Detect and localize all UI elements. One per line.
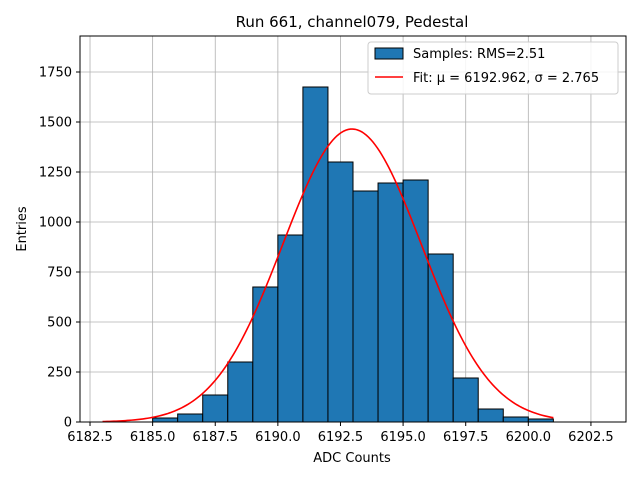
y-tick-label: 1000	[39, 216, 72, 231]
histogram-bar	[452, 377, 479, 423]
histogram-bar	[377, 182, 404, 423]
histogram-bar	[302, 86, 329, 423]
y-tick-label: 0	[64, 416, 72, 431]
x-tick-label: 6195.0	[380, 430, 426, 445]
x-tick-label: 6192.5	[318, 430, 364, 445]
y-tick-label: 750	[47, 266, 72, 281]
histogram-bar	[327, 161, 354, 423]
y-tick-label: 250	[47, 366, 72, 381]
histogram-bar	[177, 413, 204, 423]
histogram-bar	[152, 417, 179, 423]
y-tick-label: 1500	[39, 116, 72, 131]
y-tick-label: 1750	[39, 66, 72, 81]
x-tick-label: 6185.0	[130, 430, 176, 445]
histogram-bar	[352, 190, 379, 423]
fit-curve	[102, 128, 554, 423]
legend: Samples: RMS=2.51 Fit: μ = 6192.962, σ =…	[367, 41, 619, 95]
y-tick-label: 1250	[39, 166, 72, 181]
histogram-bars	[152, 86, 554, 423]
legend-samples-label: Samples: RMS=2.51	[413, 47, 545, 62]
histogram-bar	[202, 394, 229, 423]
y-axis-ticks: 0 250 500 750 1000 1250 1500 1750	[39, 66, 80, 431]
legend-fit-label: Fit: μ = 6192.962, σ = 2.765	[413, 71, 599, 86]
y-axis-label: Entries	[15, 206, 30, 252]
x-tick-label: 6182.5	[67, 430, 113, 445]
chart-title: Run 661, channel079, Pedestal	[236, 13, 469, 31]
histogram-bar	[402, 179, 429, 423]
x-tick-label: 6190.0	[255, 430, 301, 445]
legend-box	[367, 41, 619, 95]
x-axis-label: ADC Counts	[313, 451, 391, 466]
x-tick-label: 6197.5	[443, 430, 489, 445]
histogram-bar	[277, 234, 304, 423]
x-tick-label: 6187.5	[192, 430, 238, 445]
histogram-bar	[502, 416, 529, 423]
histogram-bar	[227, 361, 254, 423]
histogram-bar	[427, 253, 454, 423]
x-axis-ticks: 6182.5 6185.0 6187.5 6190.0 6192.5 6195.0 6197…	[67, 422, 614, 445]
plot-frame	[79, 35, 627, 423]
histogram-bar	[477, 408, 504, 423]
legend-samples-swatch	[374, 47, 404, 60]
x-tick-label: 6202.5	[568, 430, 614, 445]
y-tick-label: 500	[47, 316, 72, 331]
x-tick-label: 6200.0	[506, 430, 552, 445]
